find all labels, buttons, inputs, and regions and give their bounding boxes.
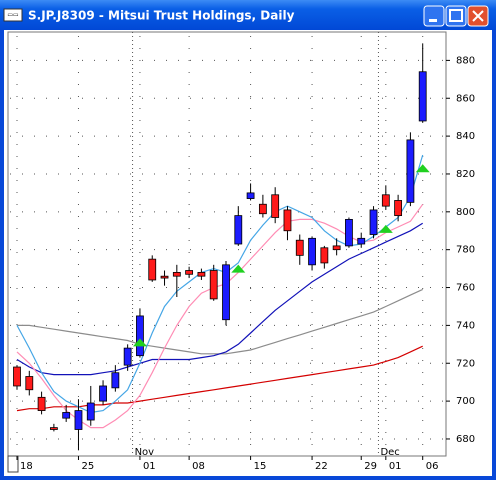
x-tick-label: 25 [81, 461, 94, 472]
minimize-button[interactable] [423, 5, 445, 27]
month-label: Dec [380, 447, 399, 458]
candle-body [86, 402, 95, 421]
y-tick-label: 840 [456, 131, 475, 142]
x-tick-label: 08 [192, 461, 205, 472]
candle-body [123, 347, 132, 366]
candle-body [246, 192, 255, 199]
candle-body [13, 366, 21, 387]
candle-body [418, 71, 427, 122]
app-icon [3, 8, 23, 22]
candle-body [74, 410, 83, 430]
candle-body [283, 209, 292, 232]
candle-body [406, 139, 415, 203]
candle-body [172, 271, 181, 277]
candle-body [345, 218, 353, 247]
candle-body [148, 258, 157, 281]
candle-body [308, 237, 316, 266]
candle-body [394, 200, 403, 217]
y-tick-label: 800 [456, 207, 475, 218]
y-tick-label: 700 [456, 396, 475, 407]
candle-body [332, 245, 341, 251]
candle-body [49, 427, 58, 430]
x-tick-label: 22 [315, 461, 328, 472]
y-tick-label: 820 [456, 169, 475, 180]
x-tick-label: 01 [389, 461, 402, 472]
candle-body [369, 209, 378, 235]
signal-marker [415, 164, 430, 173]
signal-marker [378, 224, 393, 233]
candle-body [111, 372, 120, 389]
y-tick-label: 780 [456, 245, 475, 256]
y-tick-label: 880 [456, 55, 475, 66]
y-tick-label: 760 [456, 283, 475, 294]
signal-marker [231, 264, 246, 273]
candle-body [62, 412, 71, 419]
candle-body [25, 376, 34, 391]
plot-area [7, 31, 447, 457]
ma-line [16, 222, 424, 376]
candle-body [197, 271, 206, 277]
y-tick-label: 860 [456, 93, 475, 104]
close-glyph [472, 10, 484, 22]
candle-body [160, 275, 169, 279]
candle-body [381, 194, 390, 207]
candle-body [295, 239, 304, 256]
candle-body [222, 264, 230, 321]
y-tick-label: 740 [456, 320, 475, 331]
minimize-glyph [429, 19, 437, 22]
month-label: Nov [135, 447, 155, 458]
x-tick-label: 01 [143, 461, 156, 472]
candle-body [37, 396, 46, 411]
y-tick-label: 680 [456, 434, 475, 445]
candle-body [136, 315, 144, 357]
title-bar [0, 0, 496, 30]
app-icon-glyph: ▭▭ [7, 12, 18, 19]
x-tick-label: 15 [254, 461, 267, 472]
maximize-glyph [449, 9, 463, 22]
ma-line [16, 203, 424, 429]
candle-body [357, 237, 366, 245]
ma-line [16, 345, 423, 412]
candle-body [185, 270, 194, 275]
y-tick-label: 720 [456, 358, 475, 369]
candle-body [271, 194, 280, 218]
candle-body [209, 270, 218, 300]
candle-body [320, 247, 329, 264]
ma-line [16, 154, 424, 414]
window-title: S.JP.J8309 - Mitsui Trust Holdings, Dail… [28, 9, 295, 23]
candle-body [99, 385, 107, 402]
signal-marker [132, 338, 147, 347]
candle-body [234, 215, 243, 245]
x-tick-label: 06 [426, 461, 439, 472]
plot: 680 700 720 740 760 780 800 820 840 860 880 18 25 01 0… [10, 32, 475, 472]
x-tick-label: 18 [20, 461, 33, 472]
x-tick-label: 29 [364, 461, 377, 472]
candle-body [258, 203, 267, 215]
scroll-box[interactable] [7, 455, 19, 473]
